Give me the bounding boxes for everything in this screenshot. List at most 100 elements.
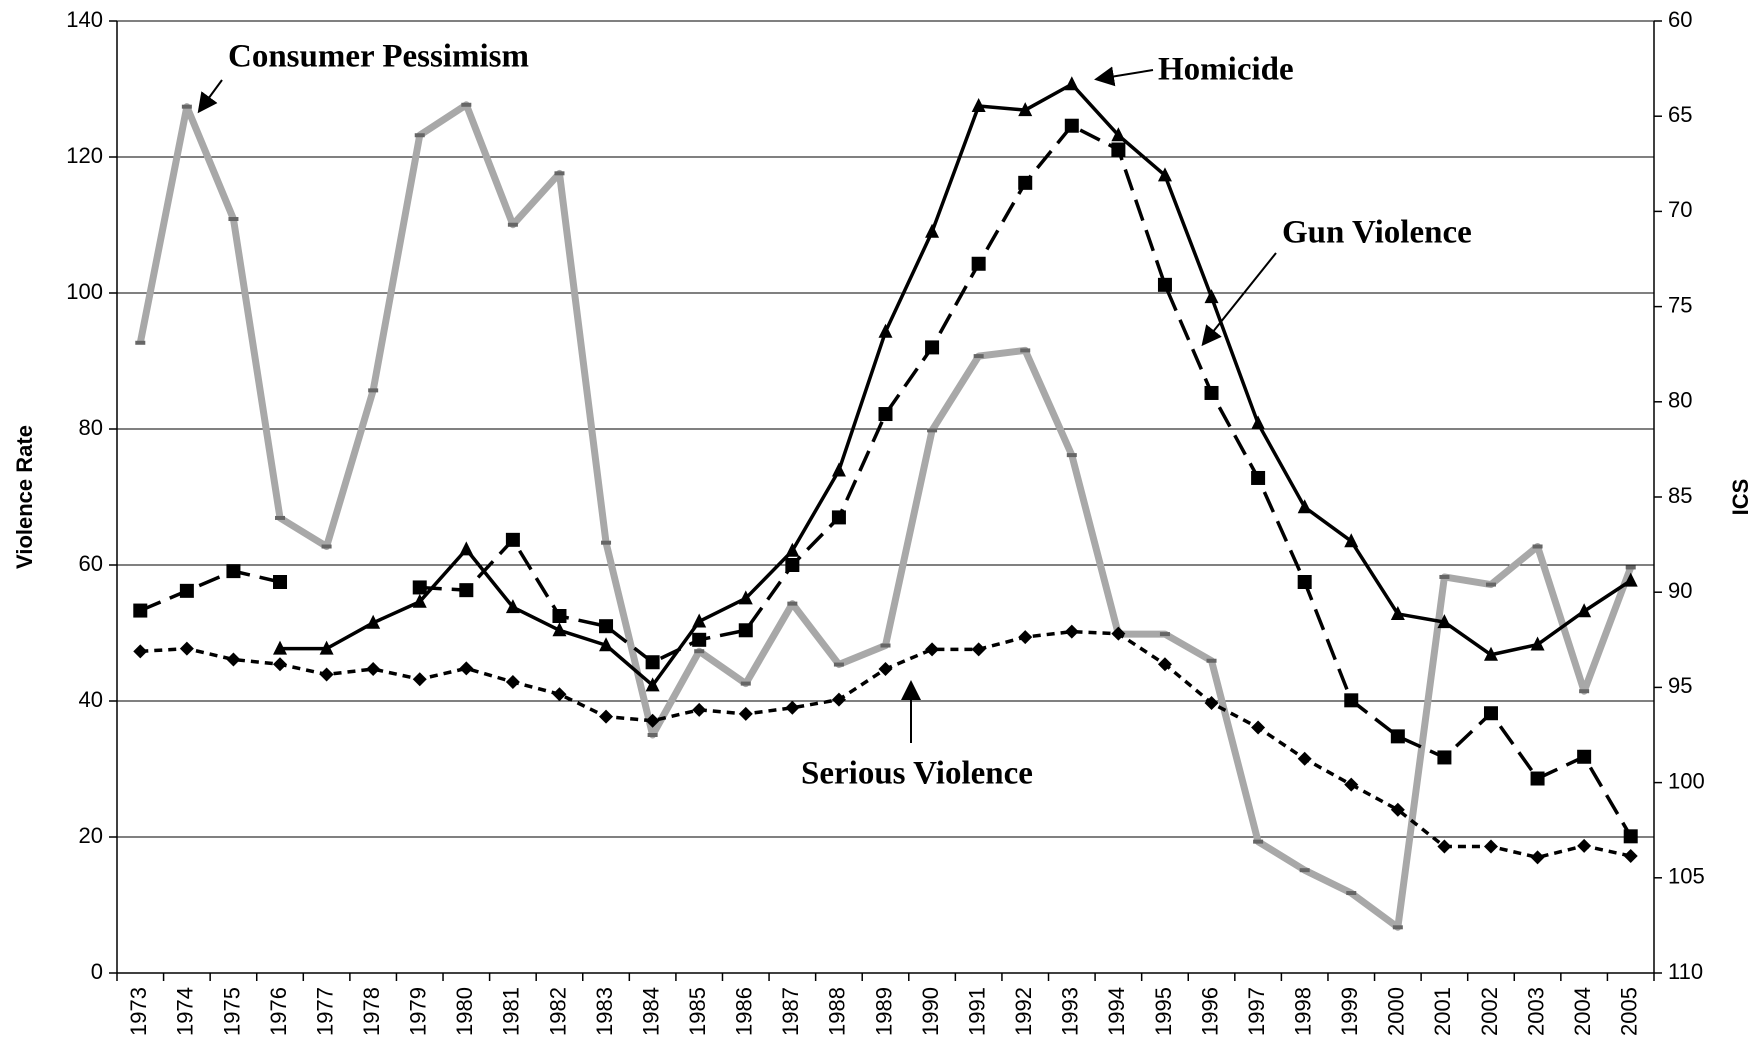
- marker: [833, 662, 844, 667]
- marker: [1577, 749, 1592, 764]
- x-tick-label: 1996: [1197, 987, 1222, 1036]
- series-annotation: Serious Violence: [801, 756, 1033, 792]
- marker: [971, 98, 986, 112]
- annotation-arrow: [197, 79, 223, 114]
- marker: [319, 667, 334, 682]
- marker: [368, 388, 379, 393]
- marker: [226, 564, 241, 579]
- marker: [1297, 751, 1312, 766]
- y-tick-label: 140: [66, 7, 103, 32]
- marker: [459, 541, 474, 556]
- marker: [694, 649, 705, 654]
- marker: [507, 222, 518, 227]
- y2-axis-label: ICS: [1728, 479, 1753, 516]
- y2-tick-label: 70: [1668, 197, 1692, 222]
- marker: [1159, 632, 1170, 637]
- marker: [645, 713, 660, 728]
- marker: [1439, 574, 1450, 579]
- y2-tick-label: 60: [1668, 7, 1692, 32]
- marker: [1437, 839, 1452, 854]
- marker: [1253, 839, 1264, 844]
- marker: [1623, 829, 1638, 844]
- marker: [179, 583, 194, 598]
- y-tick-label: 120: [66, 143, 103, 168]
- y2-tick-label: 110: [1668, 959, 1703, 984]
- marker: [1018, 175, 1033, 190]
- y2-tick-label: 105: [1668, 864, 1705, 889]
- marker: [1390, 729, 1405, 744]
- x-tick-label: 1983: [592, 987, 617, 1036]
- marker: [831, 462, 846, 477]
- y-tick-label: 60: [79, 551, 103, 576]
- marker: [880, 643, 891, 648]
- marker: [692, 613, 707, 628]
- marker: [1437, 750, 1452, 765]
- marker: [1530, 850, 1545, 865]
- marker: [599, 709, 614, 724]
- marker: [459, 583, 474, 598]
- x-tick-label: 1997: [1244, 987, 1269, 1036]
- marker: [1344, 533, 1359, 548]
- marker: [414, 133, 425, 138]
- marker: [1204, 696, 1219, 711]
- marker: [973, 354, 984, 359]
- marker: [692, 702, 707, 717]
- marker: [740, 681, 751, 686]
- marker: [179, 641, 194, 656]
- x-tick-label: 1981: [499, 987, 524, 1036]
- y2-tick-label: 75: [1668, 292, 1692, 317]
- marker: [1111, 142, 1126, 157]
- x-tick-label: 1987: [778, 987, 803, 1036]
- y-tick-label: 80: [79, 415, 103, 440]
- marker: [1111, 626, 1126, 641]
- marker: [1251, 415, 1266, 430]
- marker: [878, 407, 893, 422]
- marker: [925, 223, 940, 238]
- marker: [1390, 605, 1405, 620]
- marker: [1204, 289, 1219, 304]
- marker: [1532, 544, 1543, 549]
- marker: [505, 674, 520, 689]
- marker: [1251, 470, 1266, 485]
- marker: [1390, 802, 1405, 817]
- x-tick-label: 1990: [918, 987, 943, 1036]
- marker: [461, 102, 472, 107]
- y-tick-label: 100: [66, 279, 103, 304]
- marker: [1437, 614, 1452, 629]
- marker: [1251, 720, 1266, 735]
- marker: [1530, 636, 1545, 651]
- y2-tick-label: 95: [1668, 673, 1692, 698]
- marker: [554, 171, 565, 176]
- y2-tick-label: 80: [1668, 388, 1692, 413]
- marker: [1064, 624, 1079, 639]
- x-tick-label: 1980: [452, 987, 477, 1036]
- marker: [1579, 689, 1590, 694]
- x-tick-label: 2003: [1523, 987, 1548, 1036]
- marker: [552, 609, 567, 623]
- marker: [1064, 76, 1079, 91]
- marker: [971, 642, 986, 657]
- annotation-arrow: [1201, 252, 1277, 347]
- marker: [552, 622, 567, 637]
- series-line: [280, 82, 1632, 688]
- marker: [878, 323, 893, 338]
- marker: [925, 642, 940, 657]
- x-tick-label: 2000: [1384, 987, 1409, 1036]
- y-tick-label: 40: [79, 687, 103, 712]
- series-annotation: Gun Violence: [1282, 215, 1472, 251]
- marker: [1623, 572, 1638, 587]
- x-tick-label: 1985: [685, 987, 710, 1036]
- marker: [412, 593, 427, 608]
- x-tick-label: 1982: [545, 987, 570, 1036]
- marker: [321, 544, 332, 549]
- marker: [552, 687, 567, 702]
- x-tick-label: 1977: [312, 987, 337, 1036]
- marker: [927, 428, 938, 433]
- marker: [647, 733, 658, 737]
- marker: [505, 532, 520, 547]
- marker: [785, 542, 800, 557]
- marker: [412, 580, 427, 595]
- marker: [133, 603, 148, 618]
- x-tick-label: 1979: [406, 987, 431, 1036]
